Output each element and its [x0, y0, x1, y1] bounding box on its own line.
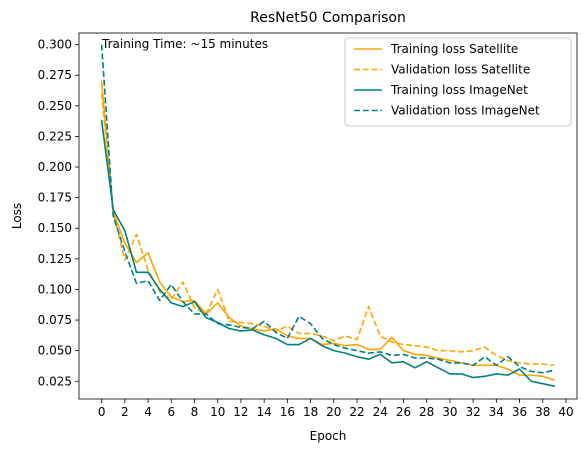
legend-label-3: Training loss ImageNet: [390, 83, 528, 97]
training-time-annotation: Training Time: ~15 minutes: [101, 37, 268, 51]
x-tick-label: 8: [191, 405, 199, 419]
y-axis: 0.025 0.050 0.075 0.100 0.125 0.150 0.175 0.200…: [38, 38, 79, 389]
x-tick-label: 14: [257, 405, 272, 419]
y-tick-label: 0.175: [38, 191, 72, 205]
x-tick-label: 38: [535, 405, 550, 419]
x-tick-label: 36: [512, 405, 527, 419]
x-tick-label: 16: [280, 405, 295, 419]
x-tick-label: 32: [465, 405, 480, 419]
x-tick-label: 28: [419, 405, 434, 419]
x-tick-label: 2: [121, 405, 129, 419]
y-tick-label: 0.150: [38, 221, 72, 235]
chart-title: ResNet50 Comparison: [250, 10, 406, 26]
y-tick-label: 0.275: [38, 68, 72, 82]
x-tick-label: 4: [144, 405, 152, 419]
x-tick-label: 0: [98, 405, 106, 419]
x-tick-label: 34: [489, 405, 504, 419]
legend-label-4: Validation loss ImageNet: [391, 104, 540, 118]
x-tick-label: 40: [558, 405, 573, 419]
legend: Training loss Satellite Validation loss S…: [345, 38, 571, 126]
y-tick-label: 0.300: [38, 38, 72, 52]
y-tick-label: 0.025: [38, 374, 72, 388]
x-tick-label: 30: [442, 405, 457, 419]
x-tick-label: 20: [326, 405, 341, 419]
x-axis: 0 2 4 6 8 10 12 14 16 18 20 22 24 26 28 30 32 34 36 38 40: [98, 399, 574, 419]
x-tick-label: 24: [373, 405, 388, 419]
x-tick-label: 10: [210, 405, 225, 419]
legend-label-1: Training loss Satellite: [390, 42, 518, 56]
y-tick-label: 0.050: [38, 344, 72, 358]
y-tick-label: 0.225: [38, 129, 72, 143]
x-tick-label: 6: [167, 405, 175, 419]
y-tick-label: 0.075: [38, 313, 72, 327]
y-axis-label: Loss: [10, 203, 24, 229]
y-tick-label: 0.100: [38, 282, 72, 296]
x-tick-label: 18: [303, 405, 318, 419]
y-tick-label: 0.250: [38, 99, 72, 113]
legend-label-2: Validation loss Satellite: [391, 63, 530, 77]
x-tick-label: 12: [233, 405, 248, 419]
x-tick-label: 22: [349, 405, 364, 419]
y-tick-label: 0.125: [38, 252, 72, 266]
y-tick-label: 0.200: [38, 160, 72, 174]
x-axis-label: Epoch: [310, 429, 347, 443]
x-tick-label: 26: [396, 405, 411, 419]
